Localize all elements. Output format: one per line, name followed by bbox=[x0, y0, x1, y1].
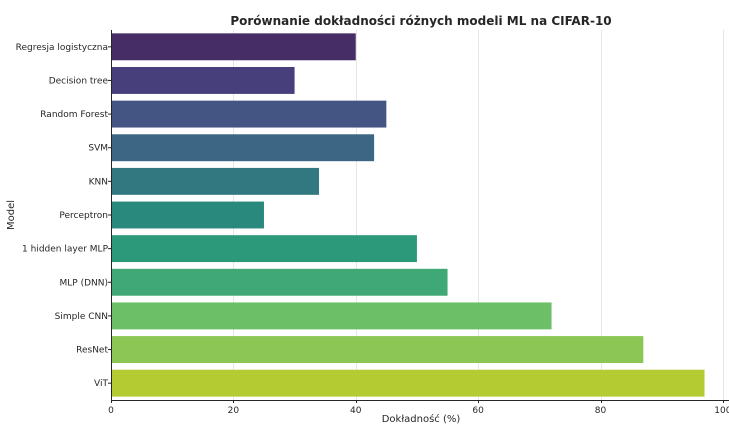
bar bbox=[111, 134, 375, 162]
bar bbox=[111, 268, 448, 296]
y-axis-title: Model bbox=[6, 200, 17, 230]
y-category-label: ResNet bbox=[76, 346, 108, 356]
y-category-labels: Regresja logistyczna Decision tree Random … bbox=[16, 43, 111, 389]
bar bbox=[111, 33, 356, 61]
bar bbox=[111, 67, 295, 94]
y-category-label: KNN bbox=[89, 177, 108, 187]
x-tick-label: 100 bbox=[714, 406, 729, 416]
x-tick-label: 80 bbox=[595, 406, 607, 416]
x-tick-label: 20 bbox=[228, 406, 240, 416]
chart-title: Porównanie dokładności różnych modeli ML… bbox=[230, 14, 611, 28]
bar bbox=[111, 167, 320, 195]
y-category-label: Decision tree bbox=[49, 76, 109, 86]
y-category-label: Random Forest bbox=[40, 110, 108, 120]
y-category-label: Regresja logistyczna bbox=[16, 43, 108, 53]
bar bbox=[111, 201, 264, 229]
y-category-label: SVM bbox=[88, 144, 108, 154]
x-tick-label: 60 bbox=[472, 406, 484, 416]
y-category-label: 1 hidden layer MLP bbox=[22, 245, 109, 255]
y-category-label: Perceptron bbox=[59, 211, 108, 221]
bar bbox=[111, 235, 417, 263]
y-category-label: Simple CNN bbox=[55, 312, 108, 322]
bars bbox=[111, 33, 705, 397]
bar bbox=[111, 100, 387, 128]
bar bbox=[111, 369, 705, 397]
x-axis-title: Dokładność (%) bbox=[382, 413, 461, 425]
x-tick-label: 0 bbox=[108, 406, 114, 416]
bar bbox=[111, 336, 644, 363]
bar bbox=[111, 302, 552, 330]
y-category-label: MLP (DNN) bbox=[60, 278, 109, 288]
axes bbox=[111, 30, 729, 401]
x-tick-label: 40 bbox=[350, 406, 362, 416]
x-ticks: 0 20 40 60 80 100 bbox=[108, 400, 729, 416]
y-category-label: ViT bbox=[94, 379, 108, 389]
